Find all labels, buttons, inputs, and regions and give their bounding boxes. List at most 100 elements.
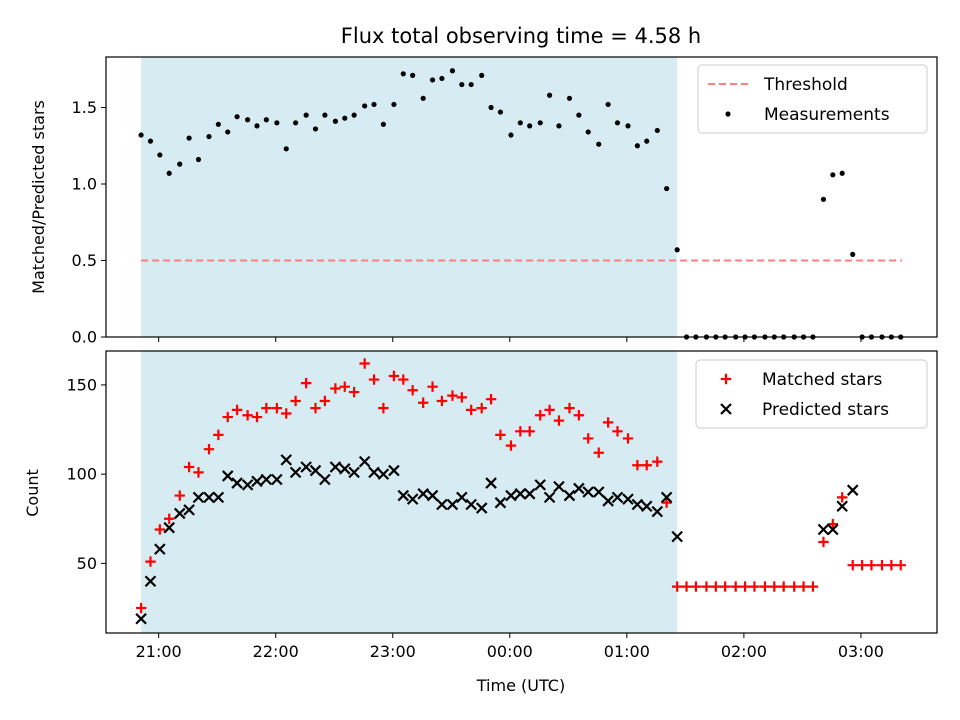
data-point: [818, 536, 829, 548]
data-point: [342, 115, 348, 121]
data-point: [274, 120, 280, 126]
data-point: [368, 466, 380, 479]
data-point: [495, 429, 506, 441]
data-point: [289, 466, 302, 479]
x-tick-label: 03:00: [838, 642, 884, 661]
data-point: [436, 395, 448, 407]
data-point: [820, 196, 827, 202]
data-point: [203, 443, 215, 455]
data-point: [456, 392, 468, 403]
legend-label: Matched stars: [762, 370, 882, 390]
data-point: [544, 404, 555, 416]
series-ratio-1: [138, 68, 904, 340]
data-point: [303, 112, 309, 118]
data-point: [135, 612, 147, 625]
data-point: [632, 460, 643, 471]
data-point: [329, 461, 342, 473]
data-point: [183, 461, 195, 473]
data-point: [850, 251, 856, 257]
data-point: [271, 473, 283, 486]
data-point: [485, 393, 497, 405]
data-point: [769, 581, 780, 592]
data-point: [759, 581, 771, 592]
data-point: [281, 408, 292, 419]
data-point: [417, 397, 429, 408]
data-point: [417, 488, 429, 500]
data-point: [652, 456, 663, 467]
legend-label: Predicted stars: [762, 400, 889, 420]
data-point: [429, 77, 436, 83]
y-tick-label: 1.0: [72, 174, 97, 193]
data-point: [534, 479, 547, 491]
data-point: [378, 402, 389, 414]
plot-frame: [105, 56, 938, 338]
data-point: [388, 464, 400, 477]
data-point: [556, 123, 562, 129]
data-point: [446, 498, 459, 511]
data-point: [212, 491, 225, 504]
chart-title: Flux total observing time = 4.58 h: [341, 24, 701, 48]
data-point: [671, 581, 683, 592]
data-point: [798, 581, 809, 592]
data-point: [730, 581, 741, 592]
data-point: [371, 101, 377, 108]
data-point: [523, 488, 536, 500]
data-point: [602, 495, 614, 507]
data-point: [145, 556, 156, 567]
y-tick-label: 50: [77, 554, 97, 573]
data-point: [505, 440, 517, 451]
data-point: [222, 411, 233, 423]
y-tick-label: 1.5: [72, 98, 97, 117]
y-tick-label: 0.0: [72, 328, 97, 347]
data-point: [690, 581, 702, 592]
data-point: [827, 523, 839, 536]
data-point: [573, 482, 585, 495]
x-tick-label: 01:00: [604, 642, 650, 661]
data-point: [436, 498, 448, 511]
data-point: [817, 523, 830, 536]
data-point: [593, 447, 604, 458]
data-point: [206, 133, 212, 140]
data-point: [398, 374, 409, 385]
data-point: [681, 581, 692, 592]
data-point: [660, 491, 673, 504]
data-point: [497, 109, 504, 115]
x-tick-label: 23:00: [370, 642, 416, 661]
data-point: [163, 521, 175, 534]
data-point: [508, 132, 514, 138]
data-point: [144, 575, 157, 588]
legend-box: [697, 64, 928, 134]
data-point: [485, 477, 497, 489]
data-point: [494, 496, 507, 509]
data-point: [319, 473, 331, 486]
data-point: [183, 504, 195, 516]
data-point: [476, 402, 487, 414]
data-point: [380, 121, 386, 127]
data-point: [846, 484, 859, 496]
data-point: [173, 507, 186, 520]
data-point: [876, 559, 888, 571]
data-point: [592, 486, 605, 498]
data-point: [839, 170, 845, 176]
data-point: [203, 491, 215, 504]
data-point: [193, 467, 204, 478]
data-point: [400, 71, 406, 77]
data-point: [856, 559, 868, 571]
data-point: [553, 480, 565, 493]
data-point: [348, 466, 360, 479]
data-point: [622, 493, 634, 505]
data-point: [154, 543, 166, 555]
data-point: [479, 72, 485, 78]
data-point: [622, 433, 634, 444]
data-point: [895, 559, 906, 571]
data-point: [641, 460, 652, 471]
data-point: [465, 404, 477, 416]
legend-label: Measurements: [764, 105, 890, 125]
data-point: [605, 101, 611, 108]
data-point: [368, 374, 380, 385]
data-point: [515, 426, 526, 437]
data-point: [157, 152, 163, 158]
data-point: [300, 461, 312, 473]
data-point: [543, 491, 556, 504]
data-point: [427, 381, 438, 392]
